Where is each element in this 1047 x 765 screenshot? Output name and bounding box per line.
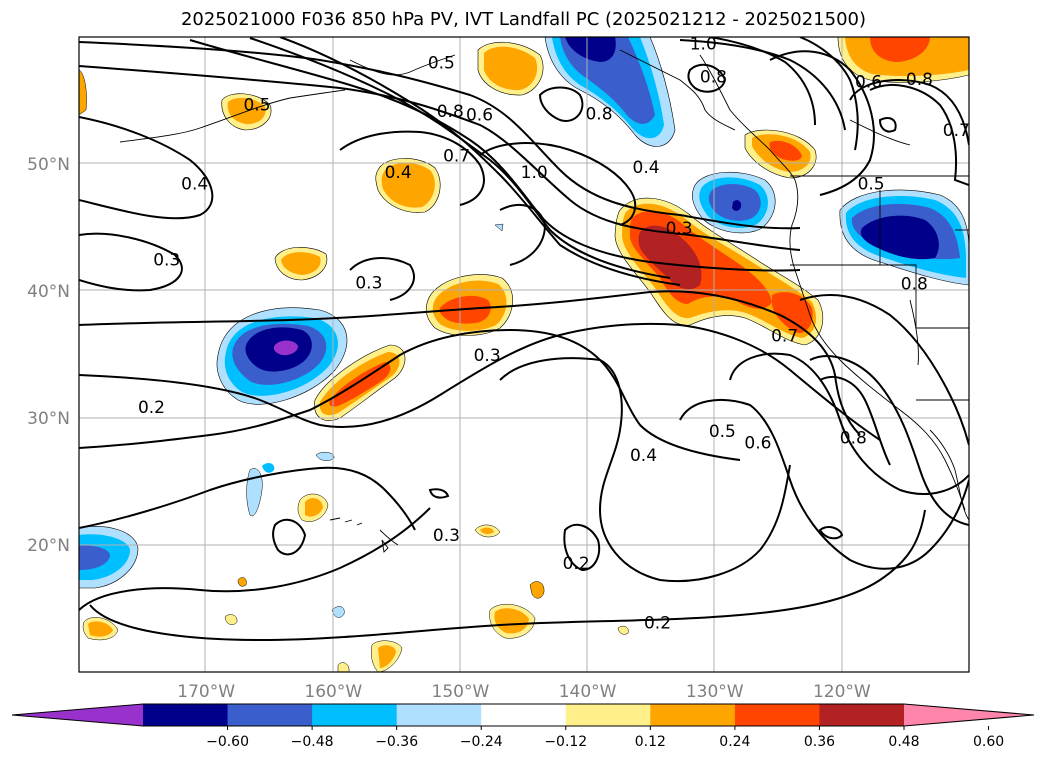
lat-tick-label: 40°N xyxy=(27,282,70,302)
colorbar-outline xyxy=(11,703,1035,727)
lon-tick-label: 130°W xyxy=(686,682,744,702)
lat-tick-label: 30°N xyxy=(27,409,70,429)
colorbar-segment xyxy=(819,704,905,726)
contour-label: 0.4 xyxy=(633,158,660,178)
contour-label: 0.3 xyxy=(433,526,460,546)
colorbar: −0.60 −0.48 −0.36 −0.24 −0.12 0.12 0.24 0.36 0.4… xyxy=(11,703,1035,750)
negative-anomaly-small xyxy=(246,468,263,517)
pv-filled-anomalies xyxy=(79,37,969,672)
negative-anomaly-north xyxy=(544,37,676,147)
contour-label: 0.8 xyxy=(585,104,612,124)
contour-label: 0.6 xyxy=(744,433,771,453)
contour-label: 0.6 xyxy=(466,106,493,126)
contour-label: 1.0 xyxy=(690,35,717,55)
colorbar-tick-label: −0.48 xyxy=(291,734,334,750)
colorbar-tick-label: −0.60 xyxy=(206,734,249,750)
colorbar-tick-label: 0.36 xyxy=(804,734,835,750)
contour-labels: 0.50.60.80.71.00.81.00.80.40.30.50.40.40… xyxy=(138,35,970,634)
contour-label: 1.0 xyxy=(521,163,548,183)
latitude-tick-labels: 50°N 40°N 30°N 20°N xyxy=(27,155,70,556)
contour-label: 0.8 xyxy=(437,102,464,122)
longitude-tick-labels: 170°W 160°W 150°W 140°W 130°W 120°W xyxy=(177,682,871,702)
negative-anomaly-east xyxy=(839,189,969,286)
contour-label: 0.8 xyxy=(840,428,867,448)
lon-tick-label: 160°W xyxy=(304,682,362,702)
contour-label: 0.4 xyxy=(385,163,412,183)
lat-tick-label: 20°N xyxy=(27,536,70,556)
colorbar-segment xyxy=(481,704,567,726)
map-gridlines xyxy=(79,37,969,672)
contour-label: 0.7 xyxy=(943,121,970,141)
colorbar-segment xyxy=(650,704,736,726)
contour-label: 0.5 xyxy=(709,422,736,442)
contour-label: 0.3 xyxy=(666,219,693,239)
contour-label: 0.8 xyxy=(906,70,933,90)
colorbar-segment xyxy=(734,704,820,726)
lon-tick-label: 120°W xyxy=(813,682,871,702)
contour-label: 0.2 xyxy=(563,554,590,574)
lat-tick-label: 50°N xyxy=(27,155,70,175)
colorbar-tick-label: 0.60 xyxy=(973,734,1004,750)
map-title: 2025021000 F036 850 hPa PV, IVT Landfall… xyxy=(180,9,867,30)
colorbar-tick-label: 0.48 xyxy=(888,734,919,750)
contour-label: 0.3 xyxy=(474,346,501,366)
contour-label: 0.3 xyxy=(153,251,180,271)
positive-anomaly-north-central xyxy=(375,158,441,213)
contour-label: 0.5 xyxy=(858,174,885,194)
contour-label: 0.7 xyxy=(443,146,470,166)
map-frame xyxy=(78,36,970,673)
positive-anomaly-northeast xyxy=(837,37,969,83)
contour-label: 0.3 xyxy=(355,273,382,293)
lon-tick-label: 150°W xyxy=(432,682,490,702)
negative-anomaly-west xyxy=(216,307,348,405)
colorbar-extend-low xyxy=(12,704,143,726)
pv-contours xyxy=(79,37,969,642)
colorbar-segment xyxy=(312,704,398,726)
contour-label: 0.2 xyxy=(644,614,671,634)
colorbar-segment xyxy=(565,704,651,726)
colorbar-segment xyxy=(227,704,313,726)
colorbar-tick-label: −0.24 xyxy=(460,734,503,750)
contour-label: 0.8 xyxy=(901,275,928,295)
lon-tick-label: 140°W xyxy=(559,682,617,702)
colorbar-tick-label: 0.12 xyxy=(635,734,666,750)
contour-label: 0.2 xyxy=(138,398,165,418)
coastlines xyxy=(119,49,969,553)
contour-label: 0.5 xyxy=(243,96,270,116)
contour-label: 0.6 xyxy=(855,73,882,93)
contour-label: 0.7 xyxy=(771,327,798,347)
negative-anomaly-offshore xyxy=(692,171,776,234)
colorbar-tick-label: −0.36 xyxy=(375,734,418,750)
contour-label: 0.4 xyxy=(181,174,208,194)
colorbar-segment xyxy=(396,704,482,726)
positive-anomaly-gulf xyxy=(477,41,544,96)
colorbar-tick-label: −0.12 xyxy=(544,734,587,750)
colorbar-segment xyxy=(143,704,229,726)
contour-label: 0.4 xyxy=(630,446,657,466)
colorbar-tick-label: 0.24 xyxy=(719,734,750,750)
lon-tick-label: 170°W xyxy=(177,682,235,702)
negative-anomaly-edge xyxy=(79,526,139,589)
colorbar-extend-high xyxy=(904,704,1034,726)
contour-label: 0.8 xyxy=(700,68,727,88)
positive-anomaly-main xyxy=(614,197,824,346)
contour-label: 0.5 xyxy=(428,54,455,74)
